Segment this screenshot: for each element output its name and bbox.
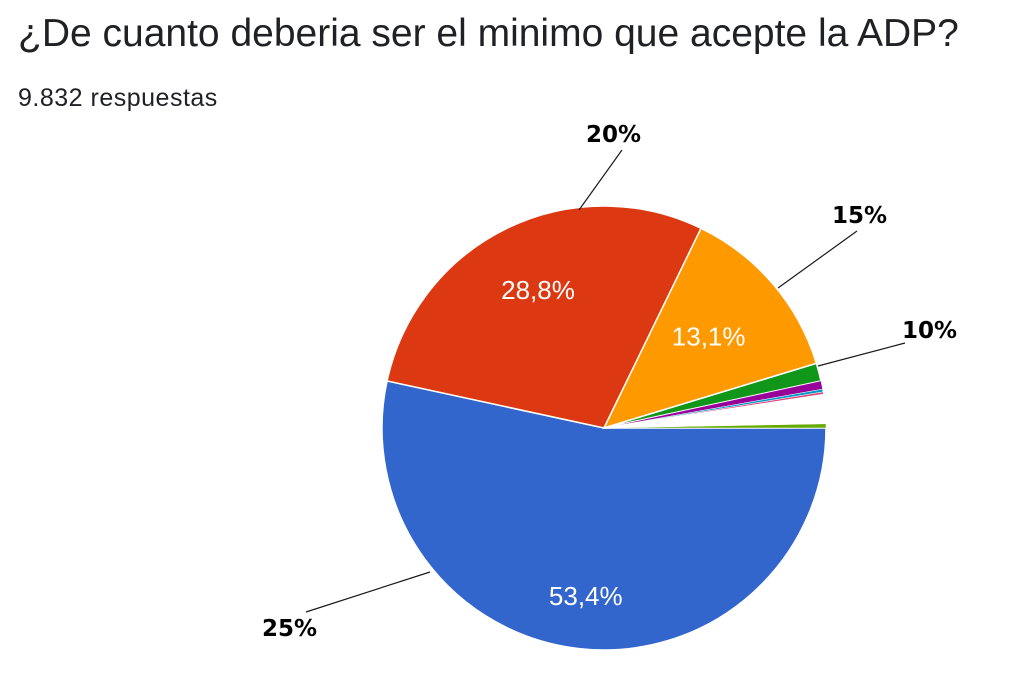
pie-slice-8 [603, 423, 827, 429]
pie-slice-0 [381, 380, 827, 651]
callout-line-3 [817, 342, 906, 367]
callout-text-2: 15% [832, 203, 887, 229]
chart-title: ¿De cuanto deberia ser el minimo que ace… [18, 12, 959, 55]
callout-annotations: 25% 20% 15% 10% [262, 122, 957, 642]
callout-text-3: 10% [902, 318, 957, 344]
pie-slice-labels: 53,4% 28,8% 13,1% [501, 275, 745, 611]
response-count: 9.832 respuestas [18, 84, 218, 112]
pie-slice-1 [386, 205, 703, 429]
slice-label-1: 28,8% [501, 275, 575, 305]
callout-text-1: 20% [586, 122, 641, 148]
callout-line-2 [777, 230, 858, 289]
callout-line-0 [305, 571, 431, 613]
callout-line-1 [578, 149, 623, 211]
slice-label-0: 53,4% [549, 581, 623, 611]
pie-slice-2 [602, 227, 818, 430]
slice-label-2: 13,1% [672, 321, 746, 351]
pie-slices [381, 205, 827, 651]
callout-text-0: 25% [262, 616, 317, 642]
